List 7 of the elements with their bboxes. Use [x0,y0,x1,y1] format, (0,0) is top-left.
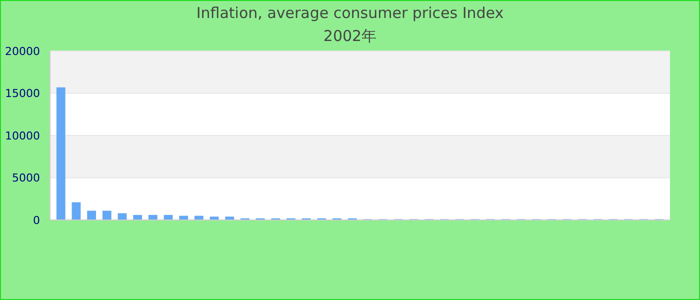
chart-title: Inflation, average consumer prices Index [196,4,504,22]
y-tick-label: 5000 [12,172,40,185]
y-tick-label: 15000 [5,87,40,100]
y-tick-label: 0 [33,214,40,227]
y-tick-label: 20000 [5,44,40,58]
y-tick-label: 10000 [5,129,40,142]
chart-subtitle: 2002年 [323,27,377,45]
